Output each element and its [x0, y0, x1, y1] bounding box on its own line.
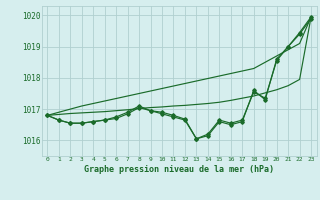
X-axis label: Graphe pression niveau de la mer (hPa): Graphe pression niveau de la mer (hPa) [84, 165, 274, 174]
